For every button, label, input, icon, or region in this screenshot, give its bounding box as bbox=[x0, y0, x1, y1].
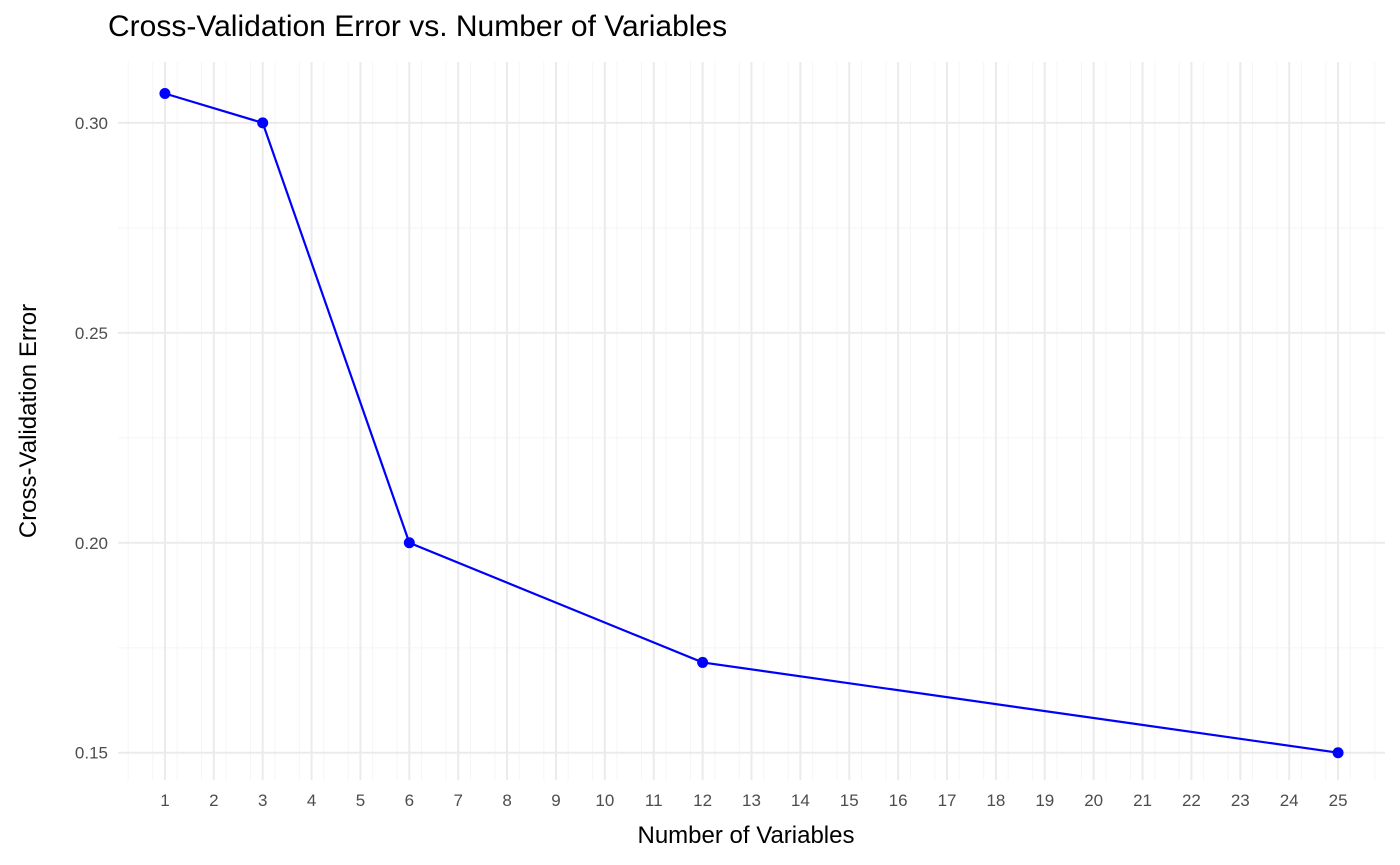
minor-grid bbox=[118, 62, 1385, 780]
x-tick-label: 10 bbox=[595, 791, 614, 810]
data-point bbox=[403, 537, 415, 549]
x-tick-label: 4 bbox=[307, 791, 316, 810]
data-point bbox=[697, 656, 709, 668]
x-tick-label: 17 bbox=[938, 791, 957, 810]
y-tick-label: 0.25 bbox=[75, 324, 108, 343]
data-point bbox=[257, 117, 269, 129]
x-tick-label: 13 bbox=[742, 791, 761, 810]
x-tick-label: 11 bbox=[645, 791, 663, 810]
x-axis-title: Number of Variables bbox=[638, 822, 855, 849]
x-tick-label: 15 bbox=[840, 791, 859, 810]
x-axis-tick-labels: 1 2 3 4 5 6 7 8 9 10 11 12 13 14 15 16 17 18 19 20 21 22 23 24 2… bbox=[160, 791, 1347, 810]
x-tick-label: 5 bbox=[356, 791, 365, 810]
x-tick-label: 20 bbox=[1084, 791, 1103, 810]
y-tick-label: 0.30 bbox=[75, 114, 108, 133]
x-tick-label: 8 bbox=[502, 791, 511, 810]
y-axis-tick-labels: 0.15 0.20 0.25 0.30 bbox=[75, 114, 108, 763]
x-tick-label: 21 bbox=[1133, 791, 1152, 810]
x-tick-label: 23 bbox=[1231, 791, 1250, 810]
x-tick-label: 12 bbox=[693, 791, 712, 810]
y-axis-title: Cross-Validation Error bbox=[15, 304, 42, 538]
y-tick-label: 0.20 bbox=[75, 534, 108, 553]
x-tick-label: 2 bbox=[209, 791, 218, 810]
x-tick-label: 22 bbox=[1182, 791, 1201, 810]
x-tick-label: 3 bbox=[258, 791, 267, 810]
x-tick-label: 25 bbox=[1329, 791, 1348, 810]
y-tick-label: 0.15 bbox=[75, 744, 108, 763]
x-tick-label: 1 bbox=[160, 791, 169, 810]
x-tick-label: 24 bbox=[1280, 791, 1299, 810]
major-grid bbox=[118, 62, 1385, 780]
series-layer bbox=[159, 87, 1344, 759]
x-tick-label: 7 bbox=[453, 791, 462, 810]
x-tick-label: 6 bbox=[405, 791, 414, 810]
x-tick-label: 16 bbox=[889, 791, 908, 810]
data-point bbox=[159, 87, 171, 99]
chart-title: Cross-Validation Error vs. Number of Var… bbox=[108, 10, 728, 43]
x-tick-label: 9 bbox=[551, 791, 560, 810]
x-tick-label: 19 bbox=[1035, 791, 1054, 810]
data-point bbox=[1332, 747, 1344, 759]
x-tick-label: 14 bbox=[791, 791, 810, 810]
x-tick-label: 18 bbox=[986, 791, 1005, 810]
